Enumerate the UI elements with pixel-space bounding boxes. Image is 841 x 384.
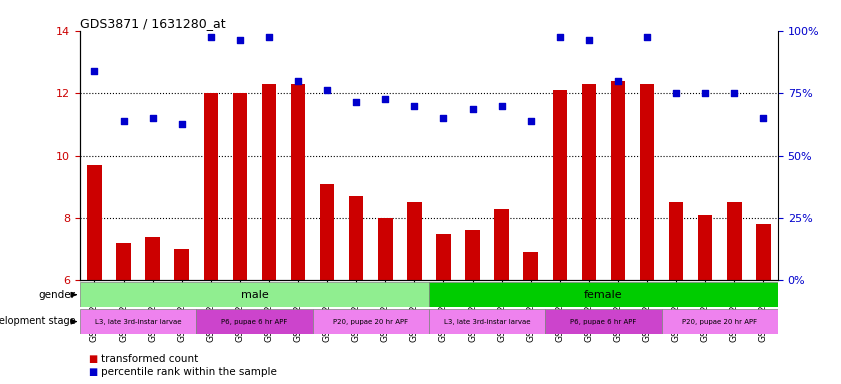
Point <box>233 37 246 43</box>
Point <box>408 103 421 109</box>
Point <box>466 106 479 112</box>
Text: gender: gender <box>39 290 76 300</box>
Point <box>117 118 130 124</box>
Bar <box>291 84 305 280</box>
Bar <box>662 309 778 334</box>
Point <box>262 34 276 40</box>
Bar <box>640 84 654 280</box>
Text: P20, pupae 20 hr APF: P20, pupae 20 hr APF <box>333 319 408 324</box>
Text: ■: ■ <box>88 354 98 364</box>
Bar <box>429 282 778 307</box>
Point <box>495 103 508 109</box>
Bar <box>698 215 712 280</box>
Bar <box>727 202 742 280</box>
Text: L3, late 3rd-instar larvae: L3, late 3rd-instar larvae <box>95 319 182 324</box>
Bar <box>80 282 429 307</box>
Point <box>611 78 625 84</box>
Bar <box>611 81 625 280</box>
Point <box>350 99 363 106</box>
Point <box>378 96 392 103</box>
Bar <box>320 184 335 280</box>
Text: percentile rank within the sample: percentile rank within the sample <box>101 367 277 377</box>
Bar <box>465 230 480 280</box>
Text: P6, pupae 6 hr APF: P6, pupae 6 hr APF <box>221 319 288 324</box>
Bar <box>80 309 196 334</box>
Text: development stage: development stage <box>0 316 76 326</box>
Text: ■: ■ <box>88 367 98 377</box>
Point <box>669 90 683 96</box>
Bar <box>204 93 218 280</box>
Bar <box>196 309 313 334</box>
Point <box>175 121 188 127</box>
Point <box>553 34 567 40</box>
Text: male: male <box>241 290 268 300</box>
Bar <box>145 237 160 280</box>
Bar <box>756 224 770 280</box>
Text: GDS3871 / 1631280_at: GDS3871 / 1631280_at <box>80 17 225 30</box>
Point <box>582 37 595 43</box>
Bar <box>378 218 393 280</box>
Point <box>699 90 712 96</box>
Text: transformed count: transformed count <box>101 354 198 364</box>
Bar <box>407 202 421 280</box>
Bar <box>429 309 545 334</box>
Text: female: female <box>584 290 622 300</box>
Point <box>291 78 304 84</box>
Point <box>320 87 334 93</box>
Text: P6, pupae 6 hr APF: P6, pupae 6 hr APF <box>570 319 637 324</box>
Bar <box>495 209 509 280</box>
Bar <box>545 309 662 334</box>
Bar <box>523 252 538 280</box>
Bar <box>349 196 363 280</box>
Text: L3, late 3rd-instar larvae: L3, late 3rd-instar larvae <box>444 319 531 324</box>
Bar <box>262 84 276 280</box>
Bar <box>174 249 189 280</box>
Bar <box>582 84 596 280</box>
Text: P20, pupae 20 hr APF: P20, pupae 20 hr APF <box>682 319 757 324</box>
Bar <box>313 309 429 334</box>
Point <box>640 34 653 40</box>
Bar <box>116 243 131 280</box>
Point <box>727 90 741 96</box>
Bar <box>553 90 567 280</box>
Point <box>204 34 218 40</box>
Bar <box>233 93 247 280</box>
Bar <box>669 202 684 280</box>
Bar <box>436 233 451 280</box>
Point <box>145 115 159 121</box>
Point <box>524 118 537 124</box>
Point <box>87 68 101 74</box>
Point <box>436 115 450 121</box>
Point <box>757 115 770 121</box>
Bar <box>87 165 102 280</box>
